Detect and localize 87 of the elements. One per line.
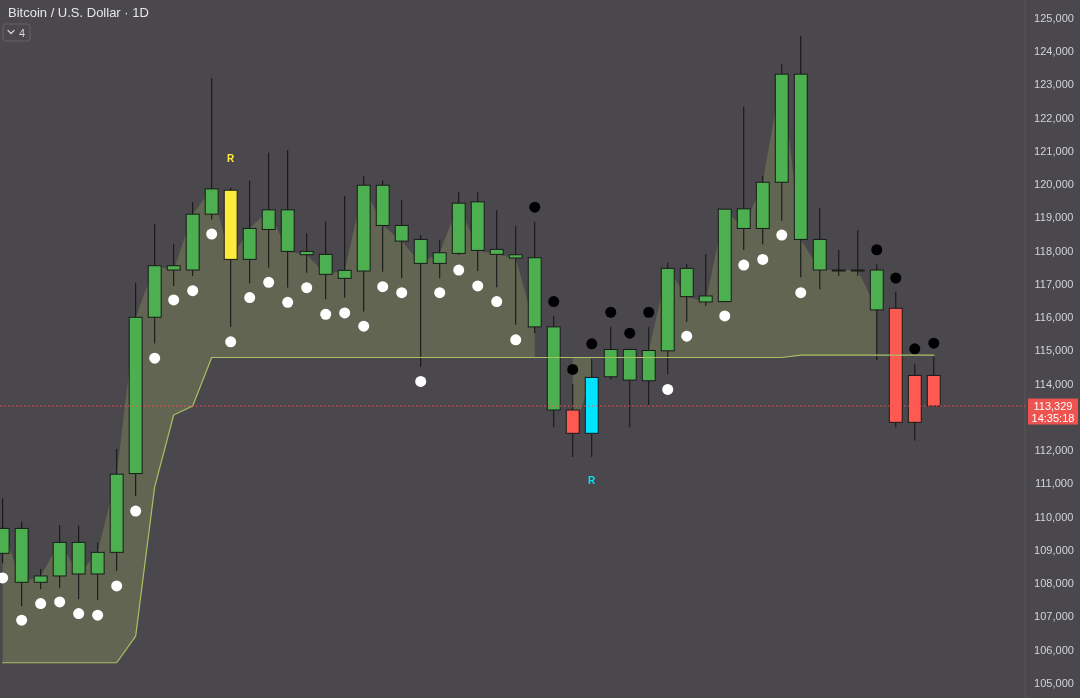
point — [890, 272, 902, 284]
point — [320, 308, 332, 320]
point — [529, 201, 541, 213]
candlestick — [831, 249, 846, 277]
point — [453, 264, 465, 276]
candlestick — [432, 239, 447, 279]
point — [681, 330, 693, 342]
y-tick-label: 116,000 — [1034, 311, 1074, 324]
chart-title: Bitcoin / U.S. Dollar · 1D — [8, 5, 149, 20]
point — [605, 306, 617, 318]
point — [282, 296, 294, 308]
candlestick — [337, 195, 352, 299]
candlestick — [508, 225, 523, 326]
point — [795, 287, 807, 299]
text: R — [227, 152, 235, 164]
y-tick-label: 109,000 — [1034, 543, 1074, 556]
point — [643, 306, 655, 318]
candlestick — [299, 232, 314, 274]
point — [909, 343, 921, 355]
point — [738, 259, 750, 271]
point — [472, 280, 484, 292]
point — [567, 363, 579, 375]
y-tick-label: 124,000 — [1034, 45, 1074, 58]
point — [586, 338, 598, 350]
candlestick — [698, 253, 713, 307]
candlestick — [166, 243, 181, 287]
point — [16, 614, 28, 626]
point — [225, 336, 237, 348]
ref-line-label: 113,329 14:35:18 — [1031, 400, 1075, 424]
point — [244, 292, 256, 304]
y-tick-label: 111,000 — [1034, 477, 1074, 490]
y-tick-label: 123,000 — [1034, 78, 1074, 91]
point — [301, 282, 313, 294]
point — [73, 608, 85, 620]
point — [111, 580, 123, 592]
point — [358, 320, 370, 332]
point — [149, 352, 161, 364]
y-tick-label: 122,000 — [1034, 111, 1074, 124]
point — [339, 307, 351, 319]
candlestick — [318, 221, 333, 300]
point — [624, 327, 636, 339]
y-tick-label: 119,000 — [1034, 211, 1074, 224]
candlestick — [489, 209, 504, 288]
candlestick — [33, 568, 48, 590]
point — [206, 228, 218, 240]
point — [757, 253, 769, 265]
point — [928, 337, 940, 349]
y-tick-label: 115,000 — [1034, 344, 1074, 357]
point — [187, 285, 199, 297]
y-tick-label: 120,000 — [1034, 178, 1074, 191]
candlestick — [413, 234, 428, 368]
point — [548, 296, 560, 308]
point — [168, 294, 180, 306]
y-tick-label: 121,000 — [1034, 144, 1074, 157]
candlestick — [394, 199, 409, 279]
point — [662, 383, 674, 395]
y-tick-label: 114,000 — [1034, 377, 1074, 390]
y-tick-label: 117,000 — [1034, 277, 1074, 290]
y-tick-label: 118,000 — [1034, 244, 1074, 257]
point — [54, 596, 66, 608]
point — [434, 287, 446, 299]
candlestick — [565, 383, 580, 458]
y-tick-label: 106,000 — [1034, 643, 1074, 656]
text: R — [588, 474, 596, 486]
point — [415, 375, 427, 387]
annotation: 4 — [19, 27, 26, 39]
point — [130, 505, 142, 517]
candlestick — [850, 229, 865, 277]
point — [871, 244, 883, 256]
point — [377, 281, 389, 293]
point — [92, 609, 104, 621]
y-tick-label: 105,000 — [1034, 676, 1074, 689]
point — [510, 334, 522, 346]
y-tick-label: 112,000 — [1034, 444, 1074, 457]
point — [263, 276, 275, 288]
y-tick-label: 110,000 — [1034, 510, 1074, 523]
candlestick — [90, 541, 105, 601]
y-tick-label: 107,000 — [1034, 610, 1074, 623]
point — [776, 229, 788, 241]
point — [35, 598, 47, 610]
point — [396, 287, 408, 299]
y-tick-label: 108,000 — [1034, 577, 1074, 590]
candlestick — [261, 152, 276, 269]
point — [491, 296, 503, 308]
candlestick — [736, 106, 751, 251]
y-tick-label: 125,000 — [1034, 11, 1074, 24]
point — [719, 310, 731, 322]
